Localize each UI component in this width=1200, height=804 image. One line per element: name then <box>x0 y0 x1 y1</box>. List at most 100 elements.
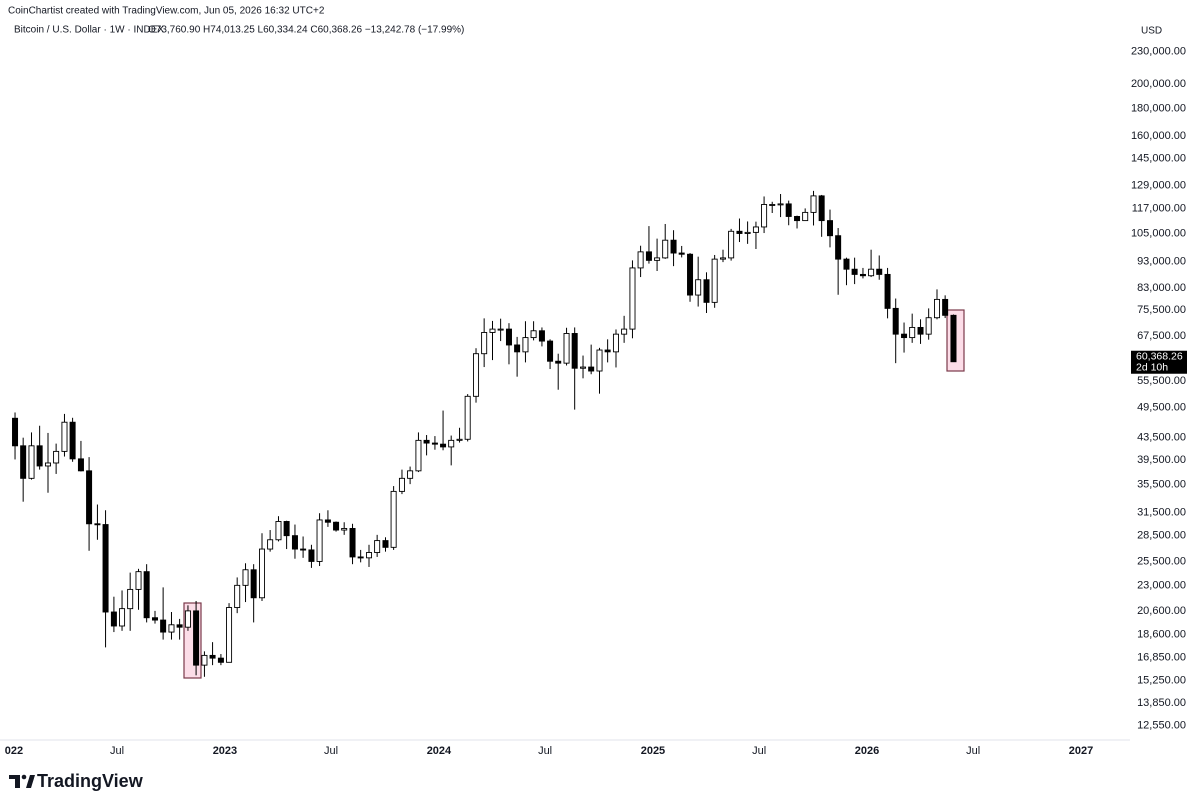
candle-body <box>151 617 158 621</box>
candle-body <box>423 439 430 444</box>
candle-body <box>28 445 35 479</box>
candle-body <box>547 340 554 362</box>
x-tick-label: 2023 <box>213 745 237 757</box>
candle-body <box>390 490 397 548</box>
candle-body <box>580 366 587 369</box>
candle-body <box>36 445 43 467</box>
candle-body <box>711 258 718 303</box>
candle-body <box>909 326 916 339</box>
candle-body <box>259 548 266 599</box>
candle-body <box>250 569 257 599</box>
candle-body <box>481 332 488 355</box>
candle-body <box>143 571 150 619</box>
candle-body <box>695 279 702 296</box>
y-tick-label: 23,000.00 <box>1137 579 1186 591</box>
candle-body <box>497 328 504 331</box>
candle-body <box>316 519 323 562</box>
candle-body <box>637 251 644 269</box>
candle-body <box>374 540 381 553</box>
y-tick-label: 31,500.00 <box>1137 506 1186 518</box>
y-tick-label: 67,500.00 <box>1137 330 1186 342</box>
candle-body <box>407 470 414 479</box>
candle-body <box>802 211 809 222</box>
candle-body <box>934 298 941 319</box>
x-tick-label: 022 <box>5 745 23 757</box>
x-tick-label: Jul <box>538 745 552 757</box>
candle-body <box>678 252 685 255</box>
candle-body <box>917 326 924 335</box>
candle-body <box>176 624 183 628</box>
candle-body <box>357 556 364 559</box>
candle-body <box>489 328 496 333</box>
candle-body <box>942 298 949 316</box>
price-label-box <box>1131 350 1187 374</box>
candle-body <box>884 273 891 309</box>
candle-body <box>110 611 117 627</box>
y-tick-label: 28,500.00 <box>1137 530 1186 542</box>
candle-body <box>44 462 51 467</box>
currency: USD <box>1141 26 1162 37</box>
candle-body <box>341 528 348 531</box>
candle-body <box>719 257 726 260</box>
candle-body <box>209 654 216 659</box>
candle-body <box>950 314 957 363</box>
y-tick-label: 145,000.00 <box>1131 153 1186 165</box>
candle-body <box>744 231 751 234</box>
candle-body <box>621 328 628 335</box>
candle-body <box>12 417 19 447</box>
candle-body <box>184 610 191 628</box>
price-label: 60,368.26 <box>1136 351 1183 363</box>
candle-body <box>275 521 282 541</box>
y-tick-label: 129,000.00 <box>1131 180 1186 192</box>
y-tick-label: 200,000.00 <box>1131 78 1186 90</box>
candle-body <box>728 230 735 259</box>
candle-body <box>892 307 899 335</box>
candle-body <box>563 333 570 364</box>
y-tick-label: 35,500.00 <box>1137 479 1186 491</box>
candle-body <box>119 608 126 627</box>
candle-body <box>555 360 562 364</box>
x-tick-label: Jul <box>752 745 766 757</box>
candle-body <box>769 204 776 206</box>
candle-body <box>20 445 27 479</box>
y-tick-label: 55,500.00 <box>1137 375 1186 387</box>
y-tick-label: 83,000.00 <box>1137 282 1186 294</box>
candle-body <box>538 330 545 342</box>
logo <box>9 774 35 788</box>
candle-body <box>654 257 661 261</box>
x-tick-label: 2025 <box>641 745 665 757</box>
candle-body <box>324 519 331 523</box>
candle-body <box>785 203 792 217</box>
candle-body <box>366 552 373 559</box>
candle-body <box>514 344 521 353</box>
candle-body <box>77 458 84 472</box>
x-tick-label: Jul <box>966 745 980 757</box>
y-tick-label: 12,550.00 <box>1137 720 1186 732</box>
x-tick-label: Jul <box>324 745 338 757</box>
candle-body <box>61 421 68 452</box>
y-tick-label: 117,000.00 <box>1132 202 1186 214</box>
candle-body <box>53 450 60 464</box>
candle-body <box>571 333 578 369</box>
candle-body <box>308 549 315 562</box>
candle-body <box>69 421 76 460</box>
brand: TradingView <box>37 771 144 791</box>
candle-body <box>193 610 200 666</box>
candle-body <box>810 195 817 213</box>
candle-body <box>464 395 471 440</box>
candle-body <box>440 443 447 448</box>
candle-body <box>851 268 858 275</box>
candle-body <box>102 524 109 613</box>
candle-body <box>415 439 422 472</box>
candle-body <box>736 230 743 234</box>
candle-body <box>382 540 389 548</box>
candle-body <box>530 330 537 339</box>
plot-area: 022 Jul 2023 Jul 2024 Jul 2025 Jul 2026 Jul 2027 <box>5 190 1093 757</box>
y-tick-label: 18,600.00 <box>1137 628 1186 640</box>
candle-body <box>473 353 480 397</box>
candle-body <box>448 439 455 448</box>
candle-body <box>703 279 710 303</box>
candle-body <box>876 268 883 275</box>
y-tick-label: 180,000.00 <box>1131 102 1186 114</box>
candle-body <box>349 528 356 558</box>
